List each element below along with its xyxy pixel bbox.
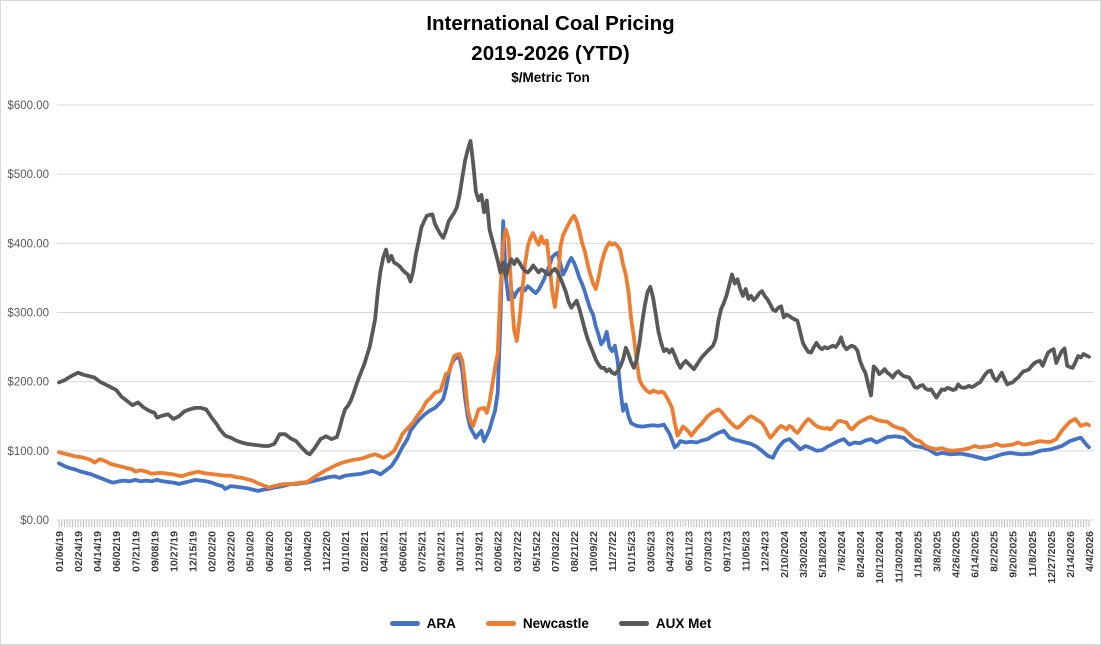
x-axis-tick-label: 03/27/22 xyxy=(512,531,524,572)
series-line-aux-met xyxy=(57,139,1091,457)
legend-label-ara: ARA xyxy=(426,615,456,631)
x-axis-tick-label: 10/12/2024 xyxy=(874,531,886,584)
x-axis-tick-label: 10/31/21 xyxy=(455,531,467,572)
x-axis-tick-label: 6/14/2025 xyxy=(970,531,982,578)
x-axis-tick-label: 3/30/2024 xyxy=(798,531,810,578)
x-axis-tick-label: 11/8/2025 xyxy=(1027,531,1039,577)
x-axis-tick-label: 11/05/23 xyxy=(741,531,753,571)
x-axis-tick-label: 02/28/21 xyxy=(359,531,371,572)
x-axis-tick-label: 1/18/2025 xyxy=(912,531,924,578)
x-axis-tick-label: 02/06/22 xyxy=(493,531,505,572)
x-axis-tick-label: 01/06/19 xyxy=(54,531,66,572)
x-axis-tick-marks xyxy=(58,520,1090,527)
legend-item-aux-met: AUX Met xyxy=(618,615,712,631)
series-line-newcastle xyxy=(57,213,1091,490)
x-axis-tick-label: 11/30/2024 xyxy=(893,531,905,583)
x-axis-tick-label: 02/02/20 xyxy=(207,531,219,572)
series-line-ara xyxy=(57,219,1091,493)
x-axis-tick-label: 06/06/21 xyxy=(397,531,409,572)
y-axis-tick-label: $200.00 xyxy=(7,377,49,389)
x-axis-tick-label: 06/02/19 xyxy=(111,531,123,572)
legend-item-ara: ARA xyxy=(389,615,456,631)
x-axis-tick-label: 05/15/22 xyxy=(531,531,543,572)
x-axis-tick-label: 04/14/19 xyxy=(92,531,104,572)
x-axis-tick-label: 10/27/19 xyxy=(168,531,180,572)
x-axis-tick-label: 07/25/21 xyxy=(416,531,428,572)
x-axis-tick-label: 11/22/20 xyxy=(321,531,333,571)
legend-label-newcastle: Newcastle xyxy=(522,615,589,631)
y-axis-tick-label: $600.00 xyxy=(7,100,49,112)
x-axis-tick-label: 01/10/21 xyxy=(340,531,352,572)
x-axis-tick-label: 10/04/20 xyxy=(302,531,314,572)
x-axis-tick-label: 08/16/20 xyxy=(283,531,295,572)
y-axis-tick-label: $300.00 xyxy=(7,308,49,320)
x-axis-tick-label: 12/27/2025 xyxy=(1046,531,1058,584)
chart-legend: ARA Newcastle AUX Met xyxy=(1,609,1100,637)
chart-title-line2: 2019-2026 (YTD) xyxy=(471,42,630,65)
x-axis-tick-label: 07/03/22 xyxy=(550,531,562,572)
x-axis-tick-label: 2/10/2024 xyxy=(779,531,791,578)
x-axis-tick-label: 2/14/2026 xyxy=(1065,531,1077,578)
x-axis-tick-label: 12/24/23 xyxy=(760,531,772,572)
x-axis-tick-label: 11/27/22 xyxy=(607,531,619,571)
x-axis-tick-label: 4/4/2026 xyxy=(1084,531,1096,572)
x-axis-tick-label: 09/12/21 xyxy=(435,531,447,572)
x-axis-tick-label: 04/23/23 xyxy=(664,531,676,572)
x-axis-labels: 01/06/19 02/24/19 04/14/19 06/02/19 07/21/19… xyxy=(54,531,1096,584)
legend-item-newcastle: Newcastle xyxy=(485,615,589,631)
x-axis-tick-label: 03/05/23 xyxy=(645,531,657,572)
x-axis-tick-label: 02/24/19 xyxy=(73,531,85,572)
x-axis-tick-label: 05/10/20 xyxy=(245,531,257,572)
chart-title-block: International Coal Pricing 2019-2026 (YT… xyxy=(1,9,1100,86)
chart-subtitle: $/Metric Ton xyxy=(511,70,590,85)
x-axis-tick-label: 5/18/2024 xyxy=(817,531,829,578)
y-axis-tick-label: $100.00 xyxy=(7,446,49,458)
x-axis-tick-label: 07/21/19 xyxy=(130,531,142,572)
x-axis-tick-label: 03/22/20 xyxy=(226,531,238,572)
y-axis-tick-label: $0.00 xyxy=(20,515,49,527)
aux-met-line-swatch-icon xyxy=(618,620,649,626)
newcastle-line-swatch-icon xyxy=(485,620,516,626)
x-axis-tick-label: 08/21/22 xyxy=(569,531,581,572)
x-axis-tick-label: 3/8/2025 xyxy=(931,531,943,572)
y-axis-labels: $0.00 $100.00 $200.00 $300.00 $400.00 $500.00… xyxy=(7,100,49,527)
x-axis-tick-label: 8/2/2025 xyxy=(989,531,1001,572)
x-axis-tick-label: 09/08/19 xyxy=(149,531,161,572)
x-axis-tick-label: 12/19/21 xyxy=(474,531,486,572)
x-axis-tick-label: 04/18/21 xyxy=(378,531,390,572)
x-axis-tick-label: 01/15/23 xyxy=(626,531,638,572)
x-axis-tick-label: 7/6/2024 xyxy=(836,531,848,572)
x-axis-tick-label: 8/24/2024 xyxy=(855,531,867,578)
x-axis-tick-label: 9/20/2025 xyxy=(1008,531,1020,578)
x-axis-tick-label: 07/30/23 xyxy=(703,531,715,572)
y-axis-tick-label: $400.00 xyxy=(7,238,49,250)
y-gridlines xyxy=(57,104,1094,521)
x-axis-tick-label: 06/11/23 xyxy=(683,531,695,571)
x-axis-tick-label: 10/09/22 xyxy=(588,531,600,572)
y-axis-tick-label: $500.00 xyxy=(7,169,49,181)
ara-line-swatch-icon xyxy=(389,620,420,626)
legend-label-aux-met: AUX Met xyxy=(655,615,712,631)
chart-title-line1: International Coal Pricing xyxy=(426,12,675,35)
x-axis-tick-label: 06/28/20 xyxy=(264,531,276,572)
x-axis-tick-label: 12/15/19 xyxy=(188,531,200,572)
x-axis-tick-label: 09/17/23 xyxy=(722,531,734,572)
x-axis-tick-label: 4/26/2025 xyxy=(950,531,962,578)
